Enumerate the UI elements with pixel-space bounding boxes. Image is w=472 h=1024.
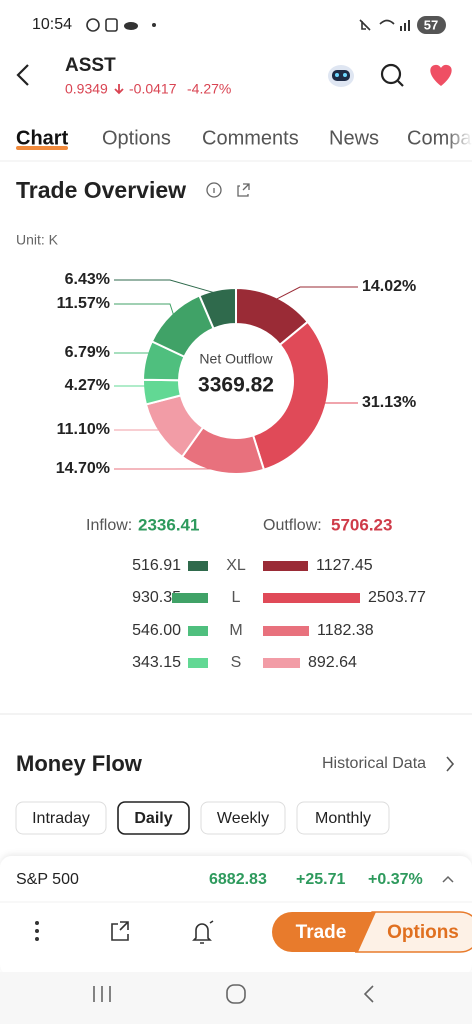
- outflow-value: 1182.38: [317, 622, 374, 639]
- battery-level: 57: [424, 17, 438, 32]
- period-button[interactable]: [200, 801, 286, 835]
- donut-center-label: Net Outflow: [199, 351, 273, 367]
- inflow-value: 516.91: [132, 557, 181, 574]
- leader-line: [114, 429, 164, 432]
- status-icons: [86, 16, 446, 34]
- leader-line: [114, 385, 149, 392]
- expand-icon[interactable]: [442, 875, 454, 883]
- percent-label: 14.70%: [56, 460, 110, 477]
- donut-center-value: 3369.82: [198, 374, 274, 397]
- leader-line: [114, 303, 175, 318]
- period-label[interactable]: Weekly: [217, 810, 269, 827]
- tab[interactable]: Chart: [16, 127, 69, 149]
- section-title: Trade Overview: [16, 177, 186, 203]
- search-icon[interactable]: [380, 63, 404, 87]
- alert-button[interactable]: [192, 920, 214, 944]
- percent-label: 31.13%: [362, 394, 416, 411]
- symbol: ASST: [65, 55, 116, 76]
- info-icon[interactable]: [206, 182, 222, 198]
- outflow-label: Outflow:: [263, 517, 322, 534]
- chevron: [446, 756, 455, 772]
- outflow-bar: [263, 626, 309, 636]
- size-label: L: [232, 589, 241, 606]
- back-nav-button[interactable]: [363, 985, 374, 1003]
- outflow-bar: [263, 593, 360, 603]
- back-button[interactable]: [16, 64, 29, 86]
- inflow-label: Inflow:: [86, 517, 132, 534]
- favorite-icon[interactable]: [430, 64, 452, 86]
- share-icon[interactable]: [237, 183, 250, 197]
- index-name: S&P 500: [16, 871, 79, 888]
- percent-label: 6.43%: [65, 271, 110, 288]
- donut-segment: [251, 320, 330, 471]
- leader-line: [320, 402, 358, 407]
- assistant-icon[interactable]: [328, 65, 354, 87]
- inflow-bar: [172, 593, 208, 603]
- percent-label: 4.27%: [65, 377, 110, 394]
- percent-label: 11.57%: [57, 295, 110, 312]
- nav-bar: [0, 972, 472, 1024]
- period-label[interactable]: Monthly: [315, 810, 371, 827]
- inflow-total: 2336.41: [138, 515, 199, 534]
- period-button[interactable]: [117, 801, 190, 835]
- inflow-bar: [188, 658, 208, 668]
- size-label: XL: [226, 557, 246, 574]
- price-change-pct: -4.27%: [187, 81, 231, 97]
- tab-indicator: [16, 146, 68, 150]
- leader-line: [273, 286, 358, 301]
- size-label: M: [229, 622, 242, 639]
- inflow-bar: [188, 626, 208, 636]
- index-change-pct: +0.37%: [368, 871, 423, 888]
- outflow-value: 2503.77: [368, 589, 426, 606]
- tab[interactable]: Options: [102, 127, 171, 149]
- inflow-bar: [188, 561, 208, 571]
- period-label[interactable]: Intraday: [32, 810, 90, 827]
- tab[interactable]: Comments: [202, 127, 299, 149]
- divider: [0, 713, 472, 715]
- options-button-label[interactable]: Options: [387, 922, 459, 943]
- donut-chart: 14.02% 31.13% 14.70% 11.10% 4.27% 6.79% 11.57%…: [56, 271, 417, 477]
- share-button[interactable]: [111, 921, 129, 941]
- outflow-value: 892.64: [308, 654, 357, 671]
- period-label[interactable]: Daily: [134, 810, 172, 827]
- percent-label: 14.02%: [362, 278, 416, 295]
- percent-label: 6.79%: [65, 344, 110, 361]
- trade-button[interactable]: [272, 912, 376, 952]
- leader-line: [114, 279, 219, 295]
- inflow-value: 546.00: [132, 622, 181, 639]
- inflow-value: 343.15: [132, 654, 181, 671]
- leader-line: [114, 352, 150, 362]
- period-button[interactable]: [15, 801, 107, 835]
- status-time: 10:54: [32, 16, 72, 33]
- index-change: +25.71: [296, 871, 345, 888]
- section-title: Money Flow: [16, 751, 143, 776]
- outflow-bar: [263, 561, 308, 571]
- unit-label: Unit: K: [16, 232, 59, 248]
- index-value: 6882.83: [209, 871, 267, 888]
- historical-data-link[interactable]: Historical Data: [322, 755, 426, 772]
- percent-label: 11.10%: [57, 421, 110, 438]
- down-arrow: [114, 84, 124, 95]
- price: 0.9349: [65, 81, 108, 97]
- flow-table: 516.91 XL 1127.45 930.35 L 2503.77 546.00 M 1182…: [132, 557, 426, 671]
- outflow-total: 5706.23: [331, 515, 392, 534]
- options-button[interactable]: [354, 911, 472, 953]
- trade-button-label[interactable]: Trade: [296, 922, 347, 943]
- recents-button[interactable]: [93, 986, 111, 1002]
- size-label: S: [231, 654, 242, 671]
- tab[interactable]: News: [329, 127, 379, 149]
- home-button[interactable]: [226, 984, 246, 1004]
- outflow-value: 1127.45: [316, 557, 373, 574]
- inflow-value: 930.35: [132, 589, 181, 606]
- outflow-bar: [263, 658, 300, 668]
- period-button[interactable]: [296, 801, 390, 835]
- more-icon[interactable]: [35, 921, 39, 941]
- price-change: -0.0417: [129, 81, 177, 97]
- tab[interactable]: Compa: [407, 127, 472, 149]
